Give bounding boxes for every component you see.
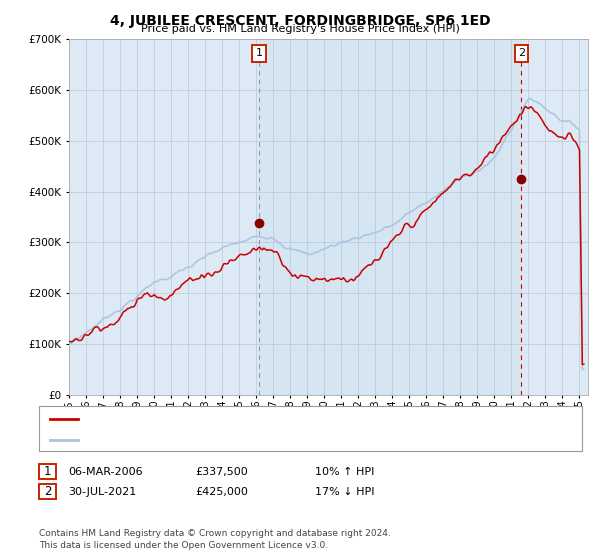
Text: £425,000: £425,000	[195, 487, 248, 497]
Text: 2: 2	[44, 485, 51, 498]
Text: 06-MAR-2006: 06-MAR-2006	[68, 466, 142, 477]
Text: 1: 1	[256, 48, 263, 58]
Text: £337,500: £337,500	[195, 466, 248, 477]
Text: HPI: Average price, detached house, New Forest: HPI: Average price, detached house, New …	[81, 435, 321, 445]
Text: 17% ↓ HPI: 17% ↓ HPI	[315, 487, 374, 497]
Text: Price paid vs. HM Land Registry's House Price Index (HPI): Price paid vs. HM Land Registry's House …	[140, 24, 460, 34]
Bar	[259, 39, 521, 395]
Text: 1: 1	[44, 465, 51, 478]
Text: 2: 2	[518, 48, 525, 58]
Text: 10% ↑ HPI: 10% ↑ HPI	[315, 466, 374, 477]
Text: 4, JUBILEE CRESCENT, FORDINGBRIDGE, SP6 1ED (detached house): 4, JUBILEE CRESCENT, FORDINGBRIDGE, SP6 …	[81, 414, 418, 424]
Text: 4, JUBILEE CRESCENT, FORDINGBRIDGE, SP6 1ED: 4, JUBILEE CRESCENT, FORDINGBRIDGE, SP6 …	[110, 14, 490, 28]
Text: Contains HM Land Registry data © Crown copyright and database right 2024.
This d: Contains HM Land Registry data © Crown c…	[39, 529, 391, 550]
Text: 30-JUL-2021: 30-JUL-2021	[68, 487, 136, 497]
